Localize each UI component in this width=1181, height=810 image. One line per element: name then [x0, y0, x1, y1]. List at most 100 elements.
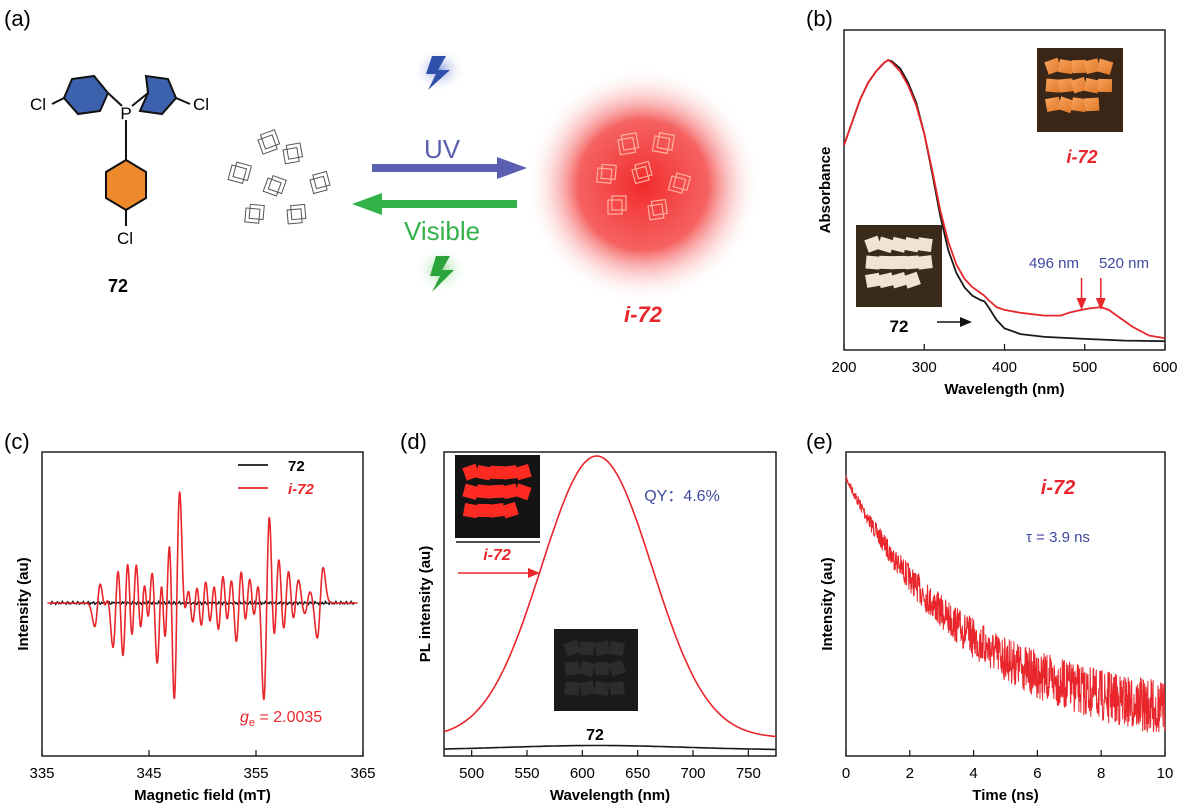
panel-b-y-axis-label: Absorbance — [817, 147, 834, 234]
colorless-crystal-piece — [891, 255, 907, 270]
photochromic-crystals — [596, 132, 692, 221]
orange-crystal-piece — [1097, 78, 1113, 93]
panel-c-x-tick-label: 365 — [350, 765, 375, 782]
dark-emission-piece — [609, 681, 625, 696]
red-emission-piece — [501, 483, 519, 500]
g-factor-annotation: ge = 2.0035 — [240, 709, 322, 729]
panel-c-x-axis-label: Magnetic field (mT) — [134, 787, 271, 804]
orange-crystal-piece — [1096, 58, 1114, 75]
panel-d-x-tick-label: 700 — [680, 765, 705, 782]
red-emission-piece — [489, 465, 505, 480]
panel-c-label: (c) — [4, 429, 30, 454]
uv-lightning-icon — [426, 56, 450, 90]
dark-emission-piece — [578, 660, 596, 677]
panel-e-label: (e) — [806, 429, 833, 454]
peak-annotation-520: 520 nm — [1099, 255, 1149, 272]
blue-phenyl-ring-left — [62, 74, 110, 116]
panel-a: (a) P Cl Cl Cl 72 — [4, 6, 761, 327]
red-emission-piece — [489, 484, 505, 499]
uv-arrow-head — [497, 157, 527, 179]
red-glow — [525, 67, 761, 303]
panel-c-x-tick-label: 345 — [136, 765, 161, 782]
panel-b-x-tick-label: 200 — [831, 359, 856, 376]
colorless-crystal-piece — [877, 272, 895, 289]
panel-a-label: (a) — [4, 6, 31, 31]
panel-d-pl-chart: (d) 500 550 600 650 700 750 Wavelength (nm) PL i… — [400, 429, 777, 804]
orange-crystal-piece — [1083, 77, 1101, 94]
red-emission-piece — [462, 503, 479, 519]
orange-crystal-piece — [1044, 57, 1062, 75]
panel-d-x-tick-label: 650 — [625, 765, 650, 782]
colorless-crystal-piece — [903, 271, 921, 289]
red-emission-piece — [462, 483, 480, 500]
panel-d-x-tick-label: 500 — [459, 765, 484, 782]
red-emission-piece — [514, 483, 532, 501]
series-line-compound-i72 — [443, 455, 777, 738]
colorless-crystal-piece — [917, 237, 933, 253]
panel-e-x-tick-label: 0 — [842, 765, 850, 782]
orange-crystal-piece — [1070, 76, 1088, 94]
red-emission-piece — [476, 484, 492, 499]
peak-annotation-496: 496 nm — [1029, 255, 1079, 272]
panel-c-x-tick-label: 335 — [29, 765, 54, 782]
orange-crystal-piece — [1057, 96, 1075, 114]
colorless-crystals — [227, 129, 331, 225]
bond-cl-left — [51, 97, 65, 105]
chlorine-label-left: Cl — [30, 95, 46, 114]
dark-emission-piece — [593, 681, 610, 697]
panel-c-epr-chart: (c) 335 345 355 365 Magnetic field (mT) Intens… — [4, 429, 376, 804]
dark-emission-piece — [594, 661, 610, 676]
orange-crystal-piece — [1058, 78, 1074, 93]
panel-b-x-axis-label: Wavelength (nm) — [944, 381, 1064, 398]
red-emission-piece — [475, 464, 492, 481]
panel-e-x-tick-label: 8 — [1097, 765, 1105, 782]
dark-emission-piece — [563, 639, 581, 657]
panel-d-x-tick-label: 550 — [514, 765, 539, 782]
panel-b-x-tick-label: 400 — [992, 359, 1017, 376]
red-emission-piece — [501, 501, 519, 519]
orange-crystal-piece — [1071, 59, 1087, 74]
red-emission-piece — [514, 464, 532, 481]
panel-b-x-tick-label: 600 — [1152, 359, 1177, 376]
dark-emission-piece — [608, 641, 625, 657]
panel-c-y-axis-label: Intensity (au) — [15, 557, 32, 650]
panel-e-x-tick-label: 10 — [1157, 765, 1174, 782]
dark-emission-piece — [608, 659, 626, 677]
series-line-compound-72 — [49, 600, 356, 606]
red-emission-piece — [502, 465, 518, 480]
red-emission-piece — [476, 503, 492, 518]
colorless-crystal-piece — [865, 255, 881, 270]
peak-arrow-head — [1076, 298, 1087, 310]
peak-arrow-head — [1095, 298, 1106, 310]
colorless-crystal-piece — [878, 255, 894, 270]
colorless-crystal-piece — [917, 255, 933, 270]
colorless-crystal-piece — [890, 236, 908, 253]
panel-d-x-tick-label: 600 — [570, 765, 595, 782]
colorless-crystal-piece — [904, 255, 920, 270]
panel-e-x-tick-label: 4 — [969, 765, 977, 782]
molecule-72-structure: P Cl Cl Cl 72 — [30, 74, 209, 296]
panel-e-plot-frame — [845, 451, 1166, 757]
red-emission-piece — [489, 502, 505, 518]
colorless-crystal-piece — [865, 272, 882, 288]
red-emission-piece — [462, 463, 480, 481]
dark-emission-piece — [593, 640, 611, 657]
panel-d-x-tick-label: 750 — [736, 765, 761, 782]
series-line-compound-i72 — [845, 475, 1166, 733]
orange-crystal-piece — [1083, 58, 1101, 75]
phosphorus-label: P — [120, 104, 131, 123]
product-label: i-72 — [624, 302, 663, 327]
orange-crystal-piece — [1045, 78, 1061, 93]
visible-label: Visible — [404, 216, 480, 246]
orange-crystal-piece — [1057, 59, 1074, 75]
colorless-crystal-piece — [890, 272, 908, 289]
bond-p-left — [107, 92, 123, 107]
panel-b-x-tick-label: 300 — [912, 359, 937, 376]
molecule-number-label: 72 — [108, 276, 128, 296]
orange-crystal-piece — [1071, 97, 1087, 113]
colorless-crystal-piece — [877, 236, 895, 254]
dark-emission-piece — [564, 660, 580, 676]
orange-crystal-piece — [1084, 97, 1100, 112]
legend-label-i72: i-72 — [288, 481, 315, 498]
